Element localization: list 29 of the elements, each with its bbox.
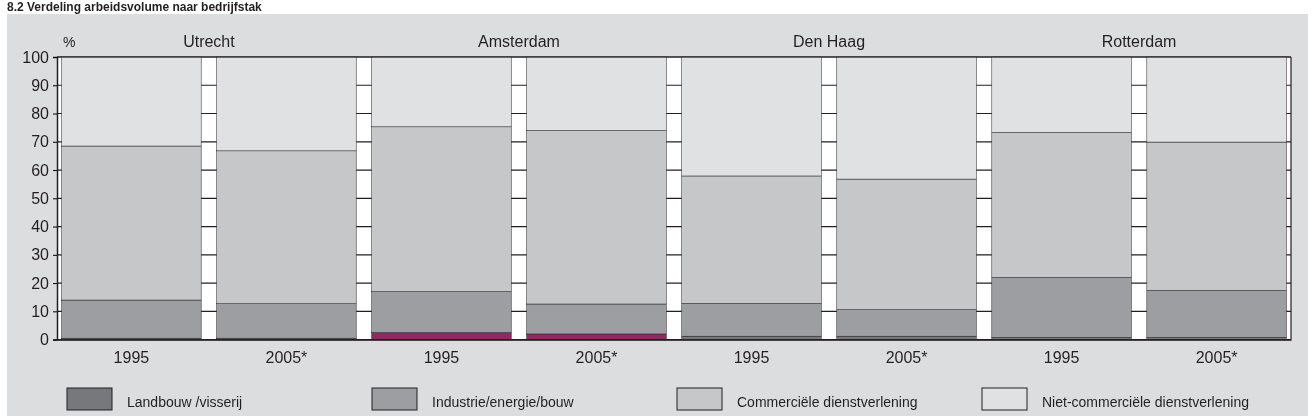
y-axis-title: %	[63, 34, 76, 50]
legend-label: Commerciële dienstverlening	[737, 394, 918, 410]
y-tick-label: 40	[31, 218, 50, 236]
text: Rotterdam	[1101, 33, 1177, 50]
x-tick-label: 2005*	[575, 349, 618, 367]
y-tick-label: 50	[31, 189, 50, 207]
y-tick-label: 90	[31, 76, 50, 94]
y-tick-label: 20	[31, 274, 50, 292]
y-tick-label: 100	[22, 48, 50, 66]
x-tick-label: 2005*	[885, 349, 928, 367]
text: Den Haag	[793, 33, 866, 50]
x-tick-label: 1995	[423, 349, 460, 367]
y-tick-label: 60	[31, 161, 50, 179]
x-tick-label: 1995	[113, 349, 150, 367]
y-tick-label: 30	[31, 246, 50, 264]
text: Amsterdam	[478, 33, 560, 50]
legend-label: Industrie/energie/bouw	[432, 394, 575, 410]
legend-label: Landbouw /visserij	[127, 394, 243, 410]
y-tick-label: 0	[40, 331, 50, 349]
y-tick-label: 70	[31, 133, 50, 151]
x-tick-label: 1995	[1043, 349, 1080, 367]
y-tick-label: 80	[31, 105, 50, 123]
legend-label: Niet-commerciële dienstverlening	[1042, 394, 1249, 410]
chart-title: 8.2 Verdeling arbeidsvolume naar bedrijfstak	[7, 0, 263, 14]
text: Utrecht	[183, 33, 236, 50]
x-tick-label: 2005*	[1195, 349, 1238, 367]
x-tick-label: 1995	[733, 349, 770, 367]
y-tick-label: 10	[31, 302, 50, 320]
x-tick-label: 2005*	[265, 349, 308, 367]
